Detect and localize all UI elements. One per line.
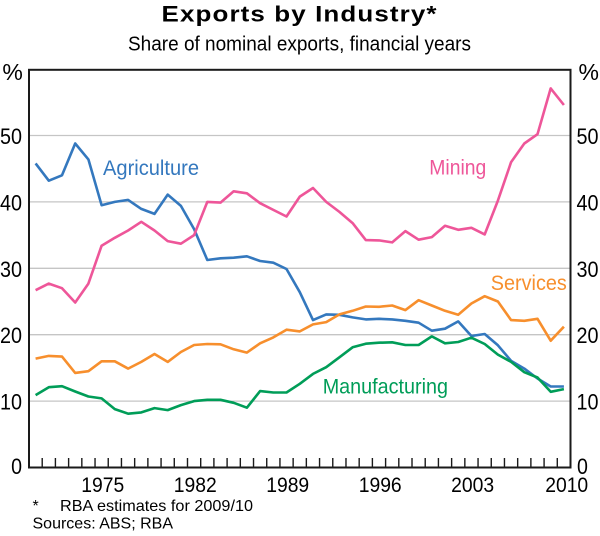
svg-text:20: 20	[0, 323, 22, 348]
svg-text:50: 50	[0, 124, 22, 149]
svg-text:RBA estimates for 2009/10: RBA estimates for 2009/10	[60, 498, 253, 515]
svg-text:Share of nominal exports, fina: Share of nominal exports, financial year…	[128, 33, 471, 56]
svg-text:30: 30	[0, 257, 22, 282]
svg-text:40: 40	[577, 190, 599, 215]
svg-text:50: 50	[577, 124, 599, 149]
svg-text:%: %	[2, 59, 22, 85]
svg-text:0: 0	[11, 454, 22, 479]
svg-text:40: 40	[0, 190, 22, 215]
svg-text:%: %	[579, 59, 599, 85]
svg-text:Agriculture: Agriculture	[103, 157, 199, 180]
svg-text:Mining: Mining	[429, 157, 486, 180]
svg-text:20: 20	[577, 323, 599, 348]
svg-text:Services: Services	[491, 272, 567, 295]
svg-text:*: *	[33, 498, 39, 515]
svg-text:1996: 1996	[359, 474, 402, 497]
svg-text:10: 10	[577, 390, 599, 415]
svg-text:10: 10	[0, 390, 22, 415]
svg-text:2003: 2003	[451, 474, 494, 497]
svg-text:30: 30	[577, 257, 599, 282]
svg-text:1975: 1975	[81, 474, 124, 497]
svg-text:Manufacturing: Manufacturing	[323, 375, 448, 398]
svg-text:2010: 2010	[545, 474, 588, 497]
svg-text:1982: 1982	[174, 474, 217, 497]
svg-text:0: 0	[577, 454, 588, 479]
svg-text:1989: 1989	[266, 474, 309, 497]
svg-text:Exports by Industry*: Exports by Industry*	[162, 2, 438, 27]
svg-text:Sources: ABS; RBA: Sources: ABS; RBA	[33, 516, 174, 533]
